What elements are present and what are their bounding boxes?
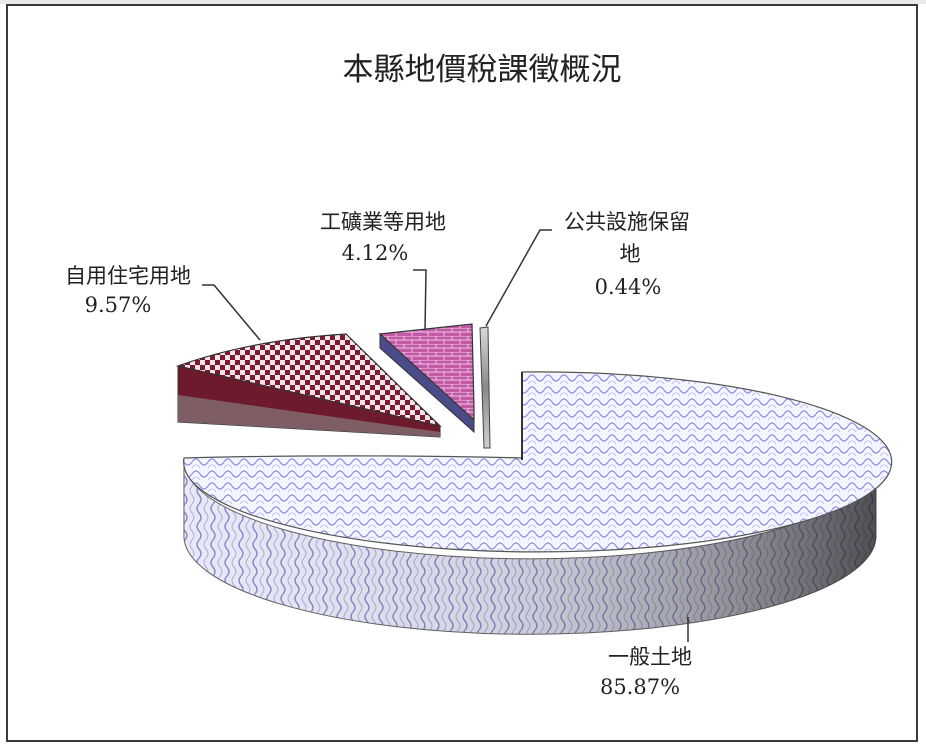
leader-line-industrial <box>413 269 427 331</box>
label-public-facility-name-line1: 公共設施保留 <box>564 210 690 234</box>
pie-slice-residential <box>175 333 442 438</box>
leader-line-public-facility <box>485 229 552 327</box>
chart-title: 本縣地價稅課徵概況 <box>343 52 622 88</box>
label-residential-percent: 9.57% <box>85 293 152 317</box>
pie-slice-general-land <box>183 371 893 635</box>
pie-slice-industrial <box>378 323 475 434</box>
label-public-facility-name-line2: 地 <box>620 242 641 266</box>
pie-slice-public-facility <box>479 326 491 449</box>
scan-edge <box>0 0 926 4</box>
label-general-land-name: 一般土地 <box>608 645 692 669</box>
leader-line-residential <box>202 284 261 341</box>
label-general-land-percent: 85.87% <box>600 675 680 699</box>
label-industrial-name: 工礦業等用地 <box>320 210 446 234</box>
label-residential-name: 自用住宅用地 <box>65 264 191 288</box>
label-industrial-percent: 4.12% <box>342 241 409 265</box>
label-public-facility-percent: 0.44% <box>595 275 662 299</box>
